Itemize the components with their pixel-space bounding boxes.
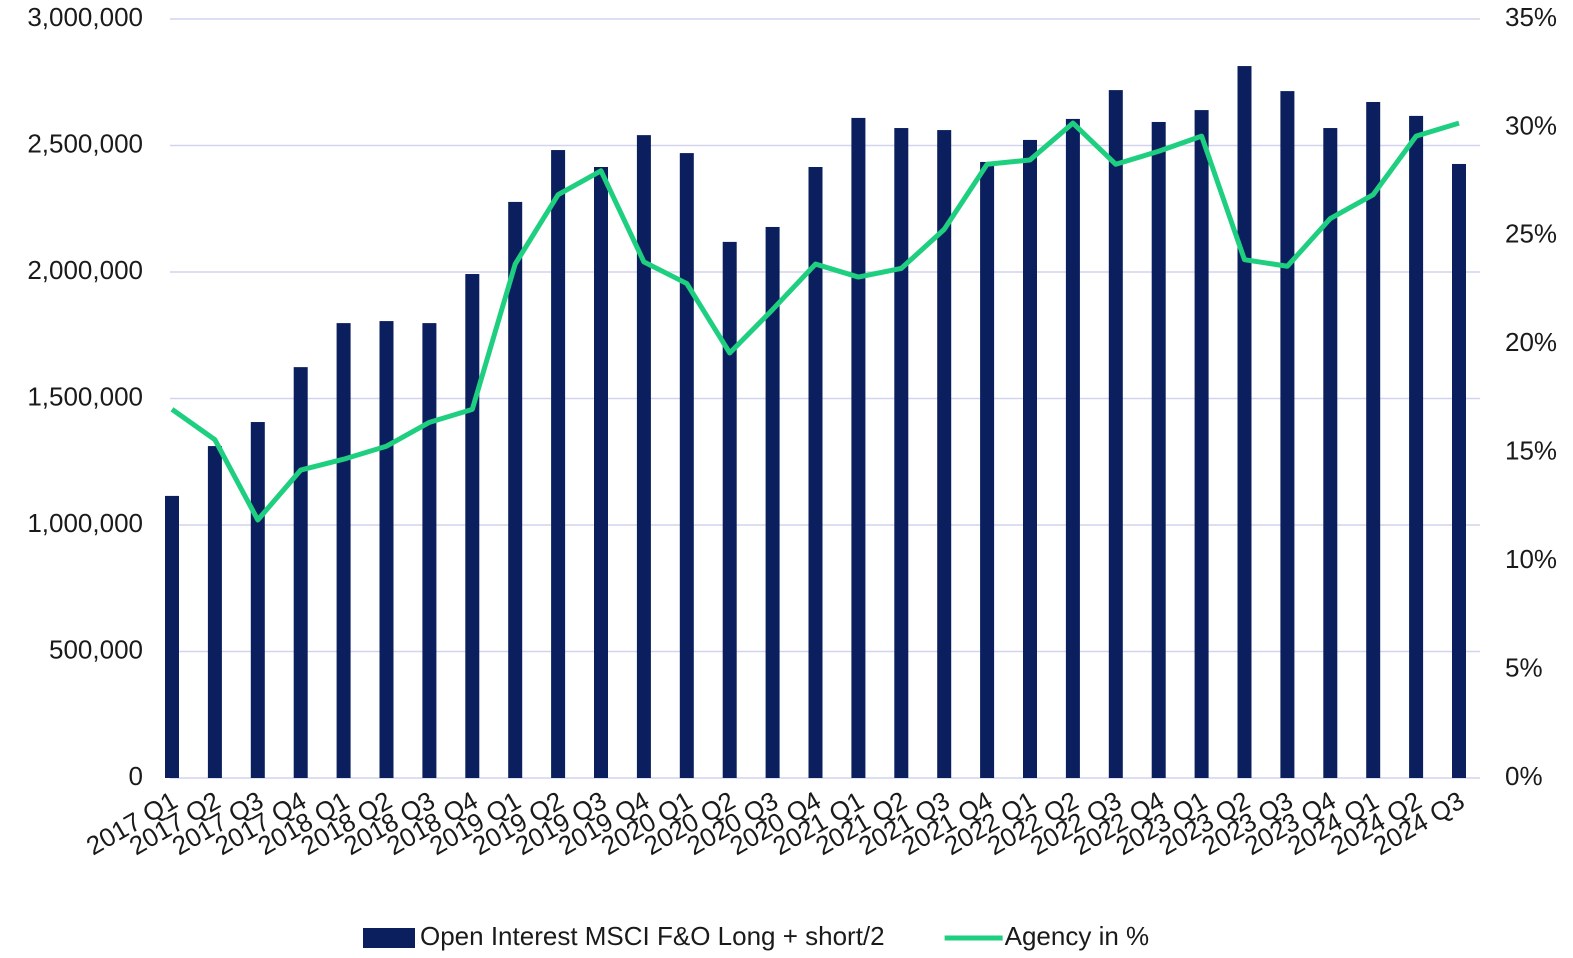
- bar: [465, 274, 480, 778]
- line: [170, 120, 1460, 523]
- bar: [551, 150, 566, 778]
- bar: [250, 422, 265, 778]
- bar: [808, 167, 823, 778]
- y2-tick-label: 0%: [1505, 761, 1543, 791]
- bar: [765, 226, 780, 778]
- bar: [722, 241, 737, 778]
- bar: [1151, 121, 1166, 778]
- legend-swatch: [363, 928, 415, 948]
- y2-tick-label: 10%: [1505, 544, 1557, 574]
- bar: [1108, 90, 1123, 778]
- bar: [293, 367, 308, 778]
- y2-tick-label: 30%: [1505, 110, 1557, 140]
- y2-tick-label: 35%: [1505, 2, 1557, 32]
- y-tick-label: 0: [129, 761, 143, 791]
- y2-tick-label: 25%: [1505, 219, 1557, 249]
- bar: [165, 495, 179, 778]
- bar: [1366, 101, 1381, 778]
- y-tick-label: 1,500,000: [27, 381, 143, 411]
- bar: [1280, 91, 1295, 779]
- bar: [1065, 118, 1080, 778]
- bar: [1237, 66, 1252, 779]
- y2-tick-label: 20%: [1505, 327, 1557, 357]
- y-tick-label: 3,000,000: [27, 2, 143, 32]
- y-tick-label: 1,000,000: [27, 508, 143, 538]
- bar: [1409, 115, 1424, 779]
- bar: [980, 161, 995, 778]
- bar: [1194, 110, 1209, 778]
- bar: [851, 117, 866, 779]
- bar: [422, 323, 437, 778]
- legend-label: Agency in %: [1005, 921, 1150, 951]
- bar: [937, 130, 952, 778]
- bar: [679, 153, 694, 779]
- bar: [207, 446, 222, 778]
- bar: [636, 135, 651, 778]
- y-tick-label: 2,500,000: [27, 128, 143, 158]
- bar: [508, 201, 523, 778]
- bar: [894, 128, 909, 779]
- y2-tick-label: 5%: [1505, 652, 1543, 682]
- bar: [379, 321, 394, 778]
- y2-tick-label: 15%: [1505, 436, 1557, 466]
- y-tick-label: 2,000,000: [27, 255, 143, 285]
- bar: [1323, 128, 1338, 779]
- bar: [1452, 163, 1466, 778]
- bar: [1023, 139, 1037, 778]
- legend-label: Open Interest MSCI F&O Long + short/2: [420, 921, 885, 951]
- bar: [594, 167, 608, 778]
- bar: [336, 323, 351, 778]
- y-tick-label: 500,000: [49, 634, 143, 664]
